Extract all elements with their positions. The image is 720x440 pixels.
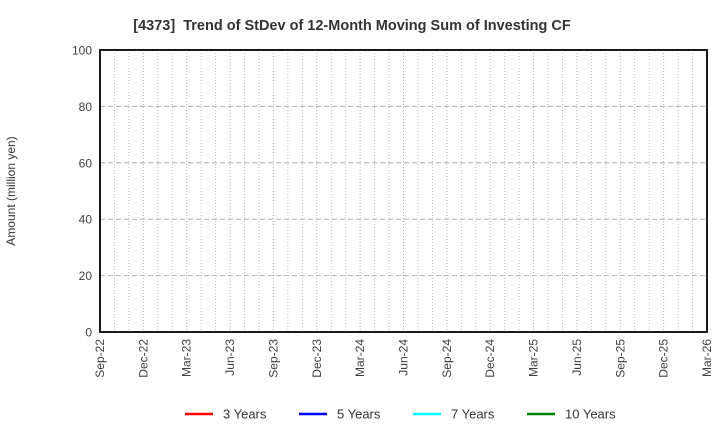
grid bbox=[100, 50, 707, 332]
legend-label: 10 Years bbox=[565, 407, 616, 422]
y-tick-label: 40 bbox=[79, 213, 93, 227]
legend: 3 Years 5 Years 7 Years 10 Years bbox=[185, 407, 616, 422]
y-axis-label: Amount (million yen) bbox=[4, 136, 18, 245]
x-tick-label: Dec-23 bbox=[310, 339, 324, 378]
y-tick-label: 20 bbox=[79, 269, 93, 283]
plot-border bbox=[99, 49, 708, 333]
x-tick-label: Sep-22 bbox=[93, 339, 107, 378]
x-tick-label: Jun-23 bbox=[223, 339, 237, 376]
legend-item: 3 Years bbox=[185, 407, 267, 422]
x-tick-label: Jun-24 bbox=[397, 339, 411, 376]
legend-label: 7 Years bbox=[451, 407, 495, 422]
x-tick-label: Sep-25 bbox=[613, 339, 627, 378]
y-tick-label: 60 bbox=[79, 156, 93, 170]
y-tick-label: 80 bbox=[79, 100, 93, 114]
legend-item: 10 Years bbox=[527, 407, 616, 422]
legend-item: 7 Years bbox=[413, 407, 495, 422]
x-tick-labels: Sep-22 Dec-22 Mar-23 Jun-23 Sep-23 Dec-23 Mar-… bbox=[93, 339, 714, 378]
x-tick-label: Jun-25 bbox=[570, 339, 584, 376]
y-tick-labels: 0 20 40 60 80 100 bbox=[72, 44, 92, 340]
y-tick-label: 100 bbox=[72, 44, 92, 58]
x-tick-label: Dec-24 bbox=[483, 339, 497, 378]
x-tick-label: Mar-26 bbox=[700, 339, 714, 377]
chart-title: [4373] Trend of StDev of 12-Month Moving… bbox=[133, 18, 571, 34]
legend-label: 3 Years bbox=[223, 407, 267, 422]
legend-item: 5 Years bbox=[299, 407, 381, 422]
x-tick-label: Mar-25 bbox=[527, 339, 541, 377]
x-tick-label: Mar-24 bbox=[353, 339, 367, 377]
x-tick-label: Mar-23 bbox=[180, 339, 194, 377]
x-tick-label: Dec-25 bbox=[657, 339, 671, 378]
legend-label: 5 Years bbox=[337, 407, 381, 422]
x-tick-label: Sep-23 bbox=[266, 339, 280, 378]
y-tick-label: 0 bbox=[85, 326, 92, 340]
x-tick-label: Sep-24 bbox=[440, 339, 454, 378]
x-tick-label: Dec-22 bbox=[136, 339, 150, 378]
